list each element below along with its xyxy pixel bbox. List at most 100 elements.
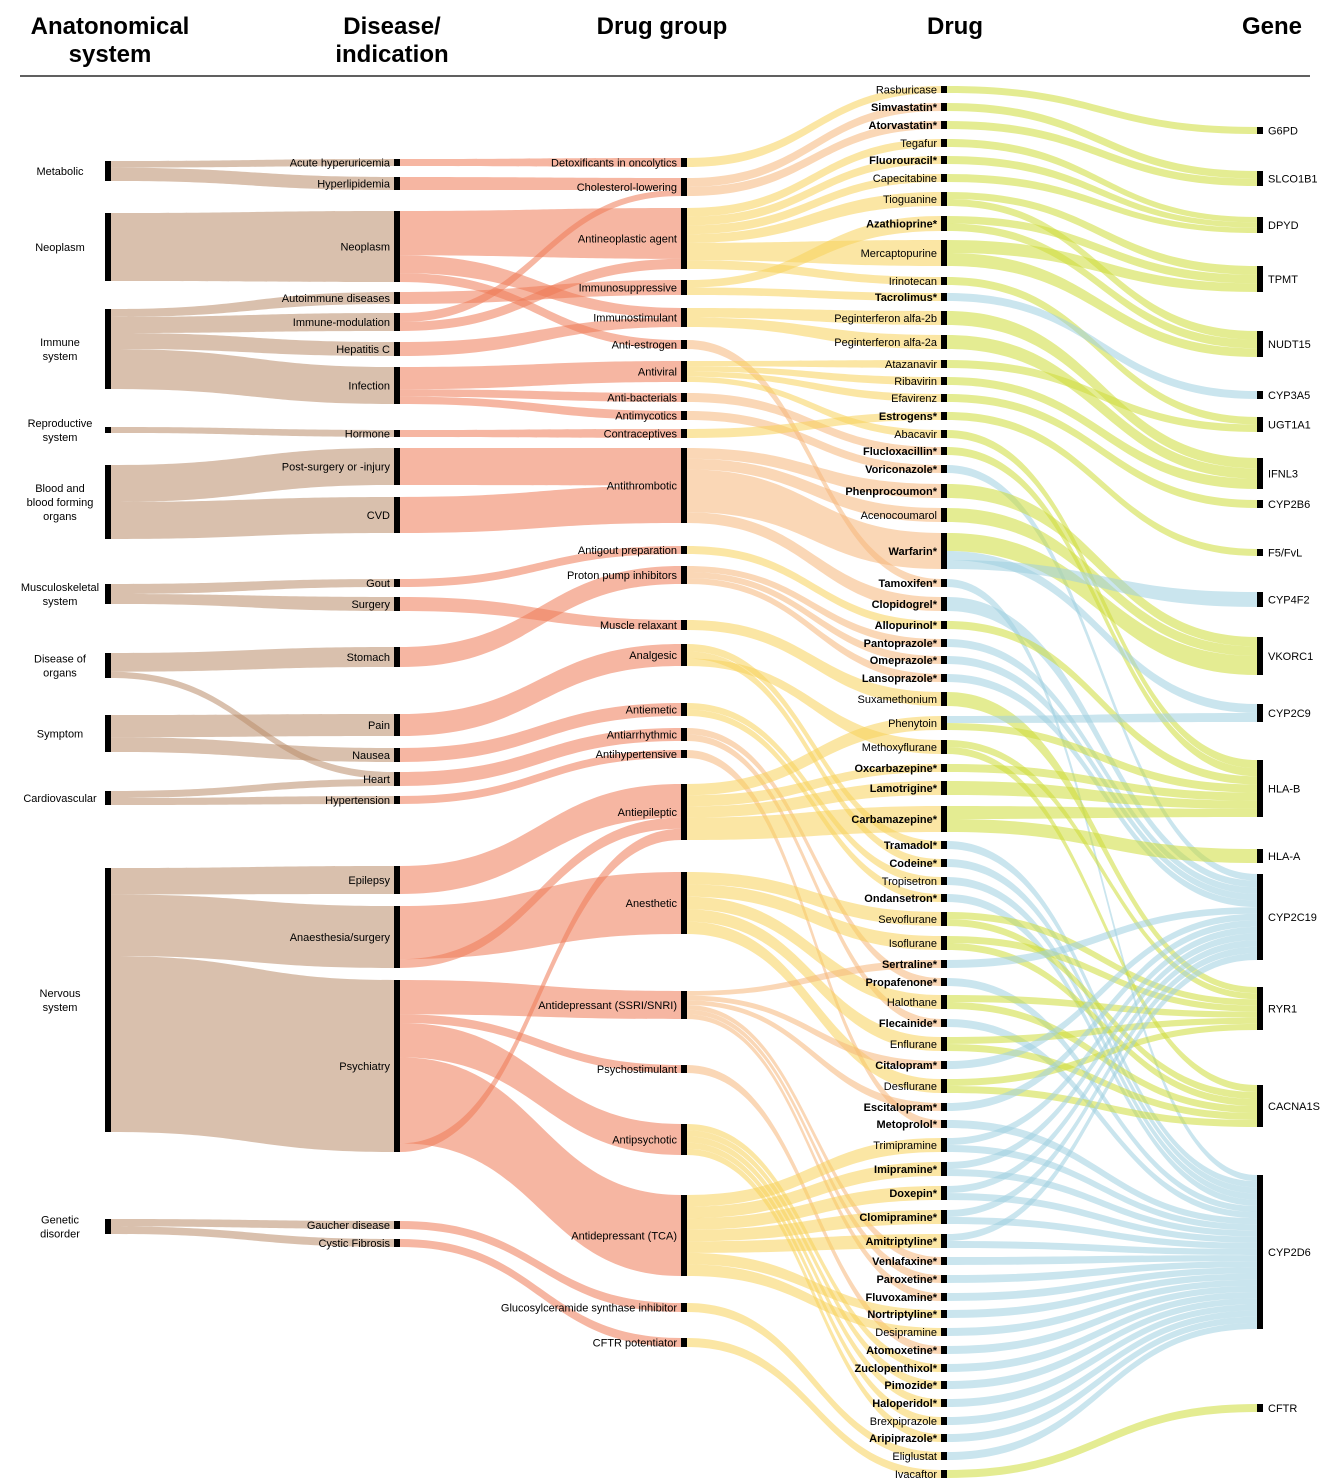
- label-system-musculo-1: system: [43, 596, 78, 608]
- label-drug-flucloxacillin: Flucloxacillin*: [863, 446, 938, 458]
- label-drug-azathioprine: Azathioprine*: [866, 219, 938, 231]
- node-gene-CYP4F2: [1257, 592, 1263, 607]
- link-drug-lansoprazole-CYP2C19: [947, 674, 1257, 908]
- label-disease-surgery: Surgery: [351, 599, 390, 611]
- link-drug-tacrolimus-CYP3A5: [947, 293, 1257, 399]
- link-grp-antithromb-clopidogrel: [687, 512, 941, 611]
- link-grp-ssri-fluvoxamine: [687, 1014, 941, 1301]
- node-drug-tioguanine: [941, 192, 947, 206]
- label-gene-IFNL3: IFNL3: [1268, 469, 1298, 481]
- link-grp-antineo-fluorouracil: [687, 156, 941, 226]
- node-drug-desflurane: [941, 1079, 947, 1093]
- label-drug-efavirenz: Efavirenz: [891, 393, 937, 405]
- link-grp-detox-rasburicase: [687, 86, 941, 167]
- node-group-antithromb: [681, 448, 687, 523]
- link-sys-genetic-gaucher: [111, 1219, 394, 1229]
- node-disease-psych: [394, 980, 400, 1152]
- node-system-immune: [105, 309, 111, 389]
- link-dis-anaesth-antiepi: [400, 817, 681, 968]
- label-system-cardio: Cardiovascular: [23, 793, 97, 805]
- node-drug-tramadol: [941, 841, 947, 849]
- link-grp-antiviral-efavirenz: [687, 371, 941, 402]
- link-grp-tca-doxepin: [687, 1186, 941, 1230]
- label-drug-capecitabine: Capecitabine: [873, 173, 937, 185]
- node-drug-zuclopenthixol: [941, 1364, 947, 1372]
- link-grp-antiepi-phenytoin: [687, 716, 941, 796]
- node-gene-UGT1A1: [1257, 417, 1263, 432]
- link-drug-methoxyflurane-RYR1: [947, 740, 1257, 1000]
- label-drug-zuclopenthixol: Zuclopenthixol*: [855, 1363, 938, 1375]
- link-grp-immunosup-tacrolimus: [687, 287, 941, 301]
- node-drug-ondansetron: [941, 894, 947, 902]
- link-drug-phenytoin-CYP2C9: [947, 713, 1257, 723]
- label-drug-irinotecan: Irinotecan: [889, 276, 937, 288]
- link-sys-metabolic-hyperuricemia: [111, 159, 394, 168]
- label-group-anesthetic: Anesthetic: [626, 898, 678, 910]
- link-dis-hepc-immunostim: [400, 317, 681, 356]
- link-sys-immune-immunomod: [111, 313, 394, 333]
- link-drug-estrogens-F5FVL: [947, 412, 1257, 556]
- node-disease-infection: [394, 367, 400, 404]
- link-dis-neoplasm_d-antiestro: [400, 273, 681, 349]
- link-sys-nervous-anaesth: [111, 894, 394, 968]
- label-system-symptom: Symptom: [37, 729, 83, 741]
- label-group-antipsych: Antipsychotic: [612, 1135, 677, 1147]
- link-drug-allopurinol-HLAB: [947, 621, 1257, 785]
- label-disease-stomach: Stomach: [347, 652, 390, 664]
- link-grp-antiviral-abacavir: [687, 376, 941, 438]
- link-sys-blood-postsurg: [111, 448, 394, 502]
- label-disease-infection: Infection: [348, 381, 390, 393]
- link-grp-tca-imipramine: [687, 1162, 941, 1219]
- label-drug-brexpiprazole: Brexpiprazole: [870, 1416, 937, 1428]
- label-group-contra: Contraceptives: [604, 429, 678, 441]
- label-gene-CYP4F2: CYP4F2: [1268, 595, 1310, 607]
- node-system-cardio: [105, 791, 111, 805]
- node-system-organs: [105, 653, 111, 678]
- link-drug-haloperidol-CYP2D6: [947, 1304, 1257, 1407]
- label-drug-lansoprazole: Lansoprazole*: [862, 673, 938, 685]
- label-gene-CYP3A5: CYP3A5: [1268, 390, 1310, 402]
- link-drug-clopidogrel-CYP2C19: [947, 597, 1257, 888]
- link-grp-antineo-tioguanine: [687, 192, 941, 243]
- node-drug-methoxyflurane: [941, 740, 947, 754]
- label-group-immunosup: Immunosuppressive: [579, 283, 677, 295]
- label-system-immune-0: Immune: [40, 337, 80, 349]
- node-group-antihyper: [681, 750, 687, 758]
- link-dis-nausea-antiemetic: [400, 703, 681, 762]
- link-drug-carbamazepine-HLAB: [947, 806, 1257, 819]
- label-drug-halothane: Halothane: [887, 997, 937, 1009]
- label-gene-G6PD: G6PD: [1268, 126, 1298, 138]
- node-drug-tegafur: [941, 139, 947, 147]
- node-drug-allopurinol: [941, 621, 947, 629]
- node-disease-postsurg: [394, 448, 400, 485]
- label-group-antithromb: Antithrombotic: [607, 481, 678, 493]
- label-disease-cf: Cystic Fibrosis: [318, 1238, 390, 1250]
- link-grp-tca-clomipramine: [687, 1210, 941, 1242]
- node-drug-lamotrigine: [941, 781, 947, 795]
- link-drug-pegb-IFNL3: [947, 311, 1257, 469]
- link-drug-sevoflurane-RYR1: [947, 912, 1257, 1006]
- link-grp-antipsych-pimozide: [687, 1130, 941, 1389]
- node-disease-pain: [394, 714, 400, 736]
- link-drug-azathioprine-NUDT15: [947, 223, 1257, 349]
- node-disease-hepc: [394, 342, 400, 356]
- node-group-gcs: [681, 1303, 687, 1312]
- node-drug-metoprolol: [941, 1120, 947, 1128]
- link-grp-analgesic-tramadol: [687, 644, 941, 849]
- node-drug-flecainide: [941, 1019, 947, 1027]
- link-grp-tca-nortriptyline: [687, 1252, 941, 1318]
- label-drug-amitriptyline: Amitriptyline*: [865, 1236, 937, 1248]
- link-drug-mercaptopurine-NUDT15: [947, 253, 1257, 357]
- label-system-nervous-0: Nervous: [40, 988, 81, 1000]
- label-system-blood-1: blood forming: [27, 497, 94, 509]
- node-disease-nausea: [394, 748, 400, 762]
- node-drug-ribavirin: [941, 377, 947, 385]
- node-group-antimyco: [681, 411, 687, 420]
- label-drug-desipramine: Desipramine: [875, 1327, 937, 1339]
- link-grp-contra-estrogens: [687, 412, 941, 438]
- link-grp-muscle-suxamethonium: [687, 620, 941, 706]
- node-drug-fluorouracil: [941, 156, 947, 164]
- link-grp-antigout-allopurinol: [687, 546, 941, 629]
- label-disease-cvd: CVD: [367, 510, 390, 522]
- label-drug-estrogens: Estrogens*: [879, 411, 938, 423]
